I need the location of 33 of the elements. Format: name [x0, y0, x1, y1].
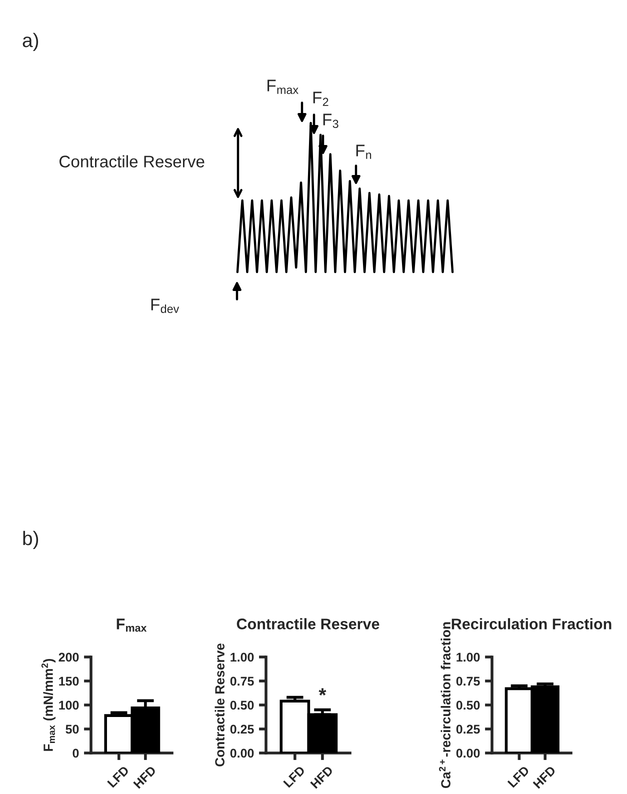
- chart-title: Recirculation Fraction: [452, 618, 612, 630]
- y-axis-title: Ca$^{2+}$-recirculation fraction: [439, 622, 450, 788]
- annotation: F$_{3}$: [323, 114, 338, 128]
- text: F$_{2}$: [313, 92, 328, 106]
- x-tick-label: LFD: [107, 766, 130, 788]
- text: F$_{max}$: [268, 80, 298, 94]
- y-tick-label: 1.00: [456, 652, 480, 662]
- text: Contractile Reserve: [60, 155, 204, 168]
- y-tick-label: 0.00: [456, 748, 480, 758]
- y-tick-label: 0.75: [230, 676, 254, 686]
- y-tick-label: 50: [66, 724, 79, 734]
- text: F$_{dev}$: [151, 298, 180, 314]
- x-tick-label: LFD: [283, 766, 306, 788]
- annotation: F$_{n}$: [356, 144, 372, 159]
- annotation: *: [318, 688, 326, 696]
- y-tick-label: 0.00: [230, 748, 254, 758]
- y-tick-label: 0.50: [230, 700, 254, 710]
- y-tick-label: 0.75: [456, 676, 480, 686]
- y-tick-label: 100: [59, 700, 79, 710]
- text: a): [22, 32, 38, 52]
- y-tick-label: 0.25: [230, 724, 254, 734]
- y-tick-label: 150: [59, 676, 79, 686]
- chart-title: F$_{max}$: [116, 618, 147, 632]
- y-axis-title: F$_{max}$ (mN/mm$^{2}$): [41, 658, 56, 751]
- x-tick-label: LFD: [507, 766, 530, 788]
- chart-title: Contractile Reserve: [236, 618, 380, 630]
- y-tick-label: 0: [72, 748, 79, 758]
- text: b): [23, 530, 38, 550]
- y-tick-label: 200: [58, 652, 79, 662]
- y-axis-title: Contractile Reserve: [214, 643, 224, 766]
- y-tick-label: 0.25: [456, 724, 480, 734]
- y-tick-label: 0.50: [456, 700, 480, 710]
- y-tick-label: 1.00: [230, 652, 254, 662]
